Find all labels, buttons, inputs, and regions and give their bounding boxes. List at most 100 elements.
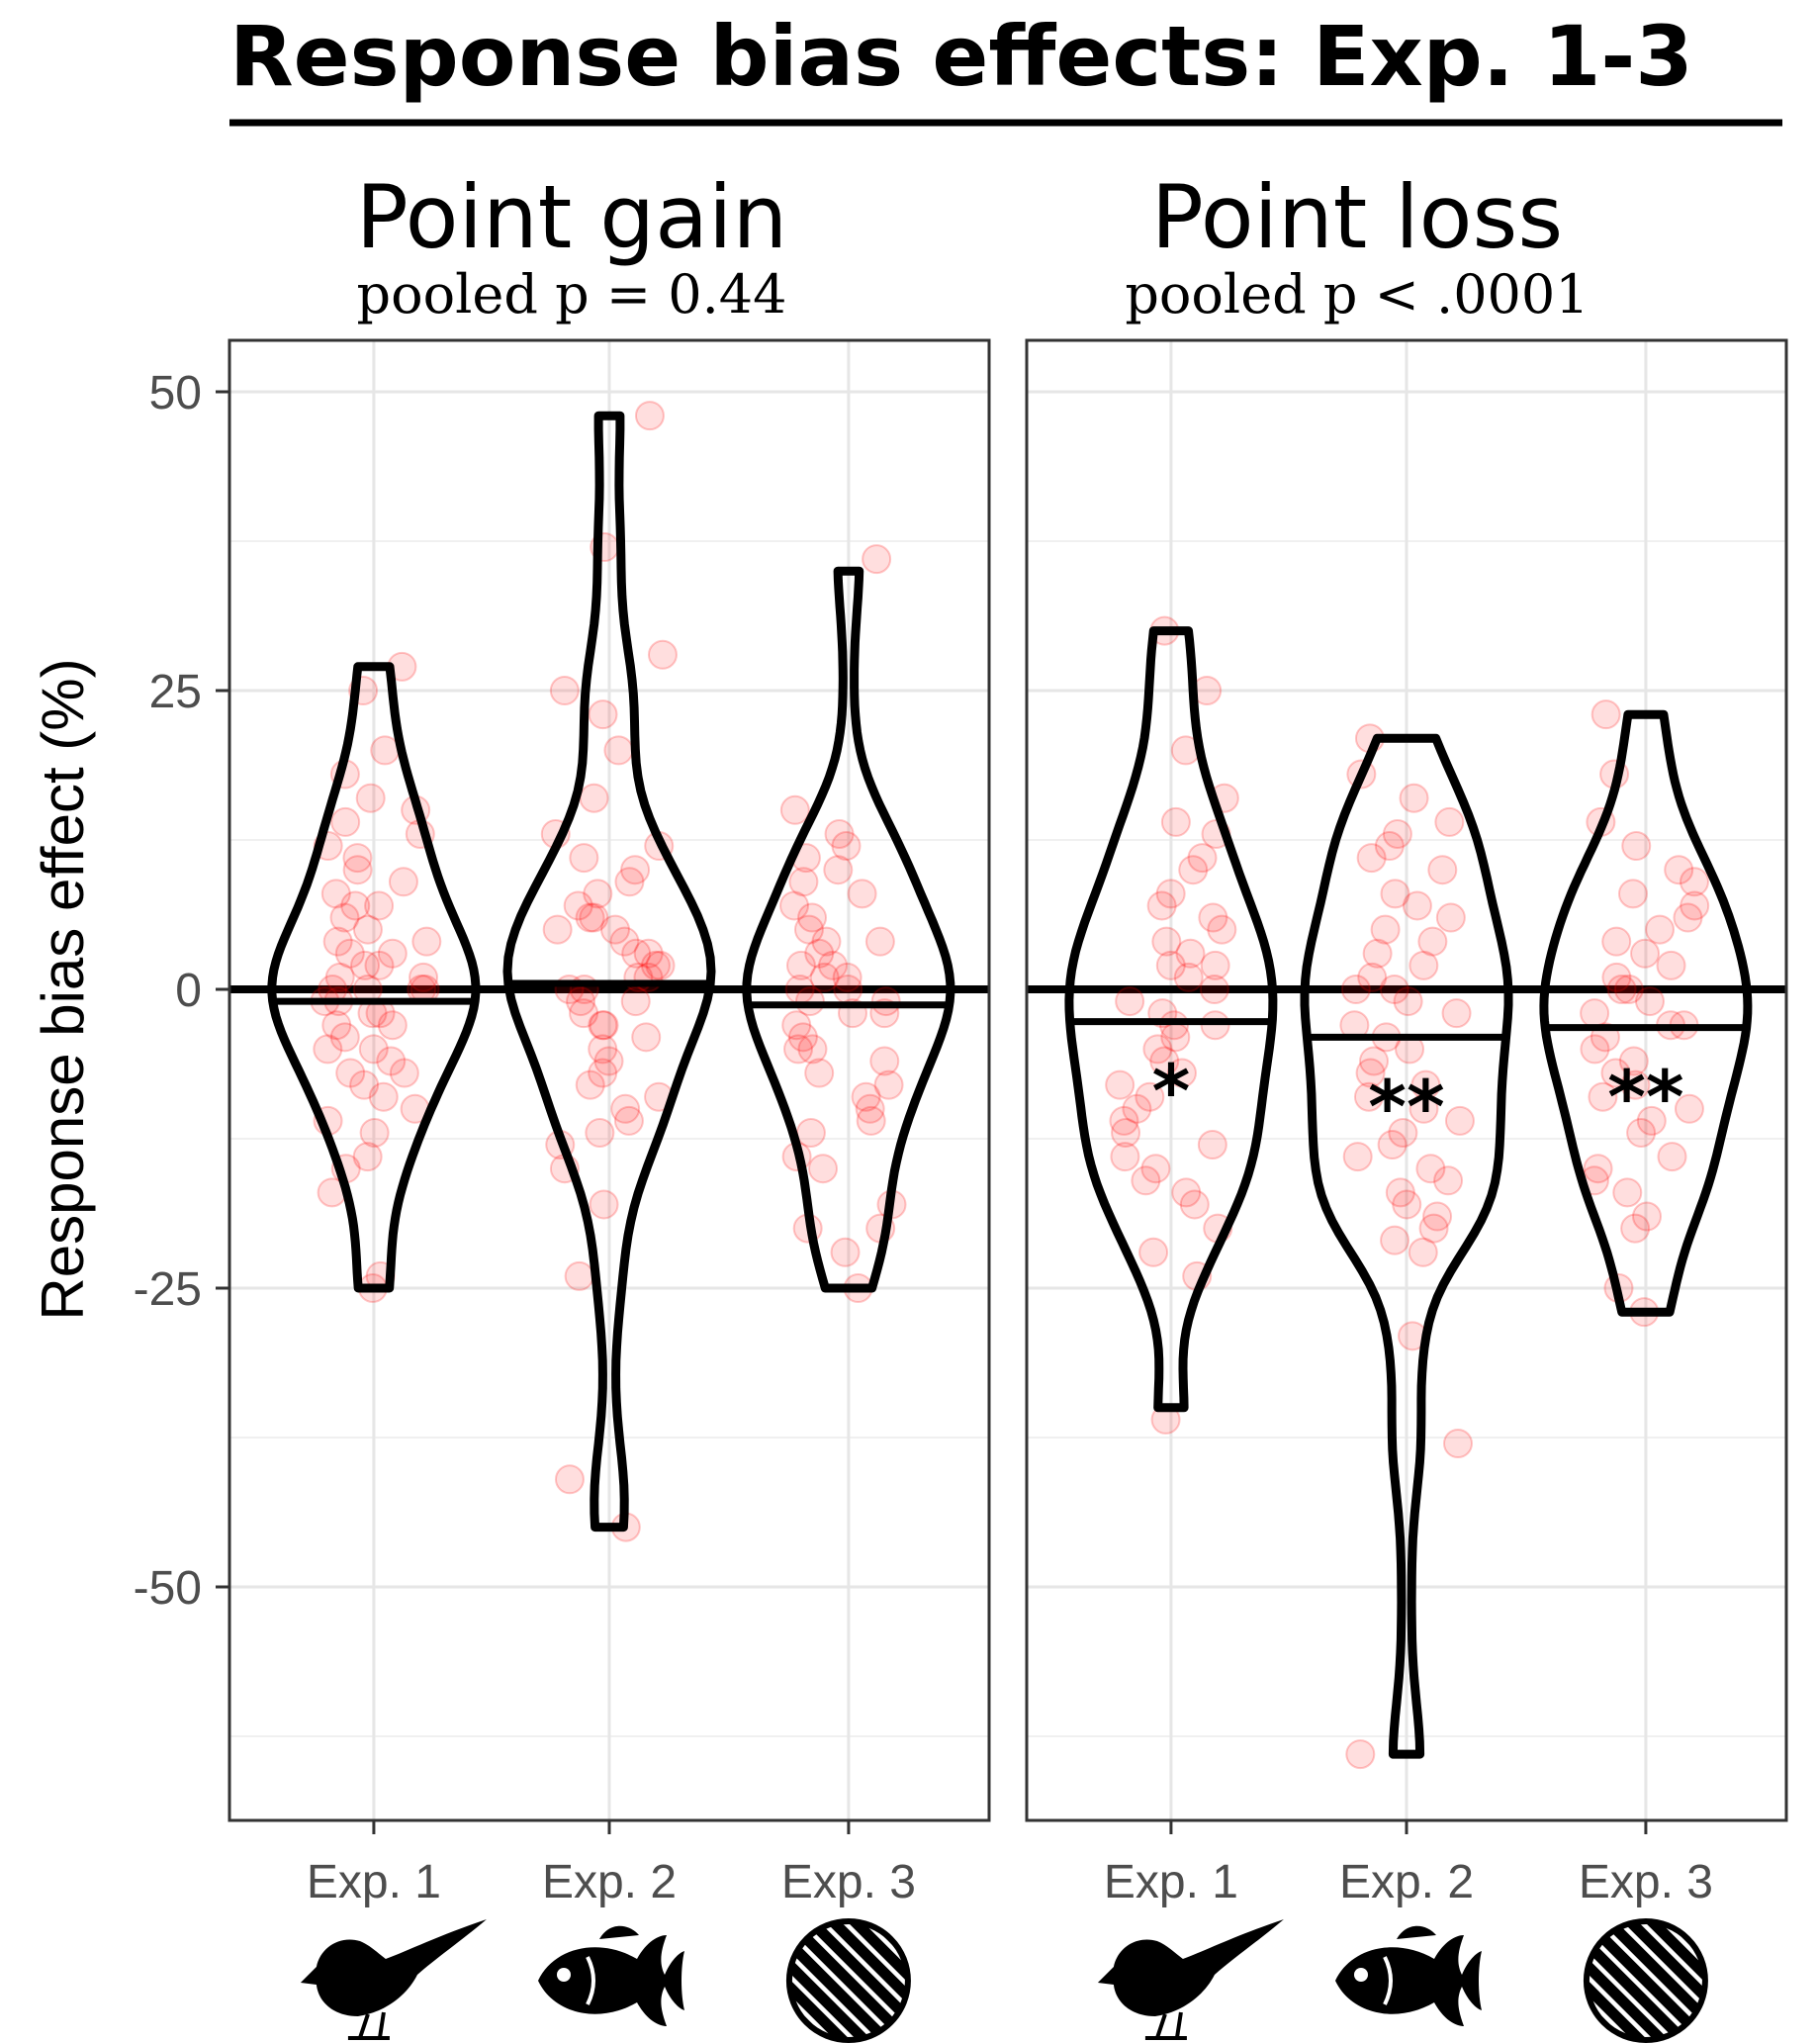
data-point xyxy=(1342,1142,1373,1172)
data-point xyxy=(647,639,678,670)
data-point xyxy=(1620,1069,1651,1100)
data-point xyxy=(1115,986,1145,1017)
data-point xyxy=(633,938,664,969)
violin-outline xyxy=(1064,626,1278,1413)
striped-circle-icon xyxy=(1583,1918,1708,2043)
violin-group-1: ** xyxy=(1300,723,1513,1770)
data-point xyxy=(1356,843,1387,874)
data-point xyxy=(320,879,351,909)
data-point xyxy=(797,1034,828,1065)
data-point xyxy=(1621,831,1652,862)
data-point xyxy=(1613,975,1644,1004)
data-point xyxy=(1142,1034,1173,1065)
significance-marker: * xyxy=(1152,1050,1191,1135)
data-point xyxy=(352,1142,383,1172)
data-point xyxy=(1443,1429,1474,1459)
data-point xyxy=(1415,1154,1446,1184)
data-point xyxy=(579,902,609,933)
data-point xyxy=(1630,938,1661,969)
data-point xyxy=(781,1010,812,1041)
data-point xyxy=(603,735,634,766)
data-point xyxy=(1674,1093,1704,1124)
data-point xyxy=(870,986,901,1017)
data-point xyxy=(1111,1117,1141,1148)
data-point xyxy=(779,890,810,921)
x-tick-label: Exp. 1 xyxy=(1104,1856,1238,1908)
data-point xyxy=(614,867,645,897)
data-point xyxy=(1198,902,1228,933)
y-tick-label: 0 xyxy=(175,965,202,1017)
y-tick-label: -25 xyxy=(134,1263,202,1316)
violin-group-0 xyxy=(267,651,481,1303)
striped-circle-icon xyxy=(785,1918,911,2043)
data-point xyxy=(1393,986,1423,1017)
data-point xyxy=(1200,1010,1230,1041)
data-point xyxy=(851,1081,881,1112)
data-point xyxy=(1408,1237,1438,1267)
data-point xyxy=(1626,1117,1657,1148)
data-point xyxy=(1173,962,1204,992)
data-point xyxy=(1408,1093,1439,1124)
data-point xyxy=(620,855,651,885)
data-point xyxy=(1664,855,1694,885)
data-point xyxy=(1656,950,1686,980)
data-point xyxy=(409,962,439,992)
y-axis-label: Response bias effect (%) xyxy=(30,658,96,1320)
data-point xyxy=(334,938,365,969)
data-point xyxy=(364,890,395,921)
data-point xyxy=(342,855,373,885)
data-point xyxy=(368,1081,399,1112)
data-point xyxy=(1601,926,1632,957)
data-point xyxy=(376,1046,407,1076)
violin-outline xyxy=(267,662,481,1293)
data-point xyxy=(1380,1225,1410,1255)
data-point xyxy=(779,794,810,825)
data-point xyxy=(788,867,819,897)
x-tick-label: Exp. 2 xyxy=(1339,1856,1474,1908)
data-point xyxy=(1187,843,1218,874)
data-point xyxy=(809,962,840,992)
data-point xyxy=(1580,1034,1610,1065)
significance-marker: ** xyxy=(1607,1056,1683,1141)
data-point xyxy=(1601,962,1632,992)
data-point xyxy=(1444,1105,1475,1136)
data-point xyxy=(575,902,605,933)
data-point xyxy=(1379,975,1409,1004)
data-point xyxy=(1433,1165,1464,1196)
data-point xyxy=(1138,1237,1169,1267)
data-point xyxy=(830,1237,861,1267)
data-point xyxy=(1207,914,1237,945)
data-point xyxy=(1135,1081,1165,1112)
data-point xyxy=(364,950,395,980)
panel-title: Point gain xyxy=(356,166,787,268)
data-point xyxy=(1434,806,1465,837)
data-point xyxy=(1151,926,1182,957)
data-point xyxy=(583,879,613,909)
data-point xyxy=(566,986,596,1017)
data-point xyxy=(1199,975,1229,1004)
data-point xyxy=(869,1046,900,1076)
data-point xyxy=(1399,783,1429,813)
data-point xyxy=(832,962,863,992)
data-point xyxy=(1355,1058,1386,1088)
bird-icon xyxy=(1097,1919,1284,2040)
data-point xyxy=(1382,818,1412,849)
data-point xyxy=(335,1058,366,1088)
data-point xyxy=(795,1117,826,1148)
significance-marker: ** xyxy=(1368,1065,1444,1150)
data-point xyxy=(1380,879,1410,909)
data-point xyxy=(1377,1130,1408,1161)
data-point xyxy=(1427,855,1458,885)
data-point xyxy=(1636,1105,1667,1136)
data-point xyxy=(808,1154,839,1184)
data-point xyxy=(359,1117,390,1148)
data-point xyxy=(621,938,652,969)
data-point xyxy=(569,843,599,874)
data-point xyxy=(1600,1058,1631,1088)
data-point xyxy=(1590,699,1621,730)
data-point xyxy=(542,914,573,945)
data-point xyxy=(793,914,824,945)
data-point xyxy=(1171,1177,1202,1208)
